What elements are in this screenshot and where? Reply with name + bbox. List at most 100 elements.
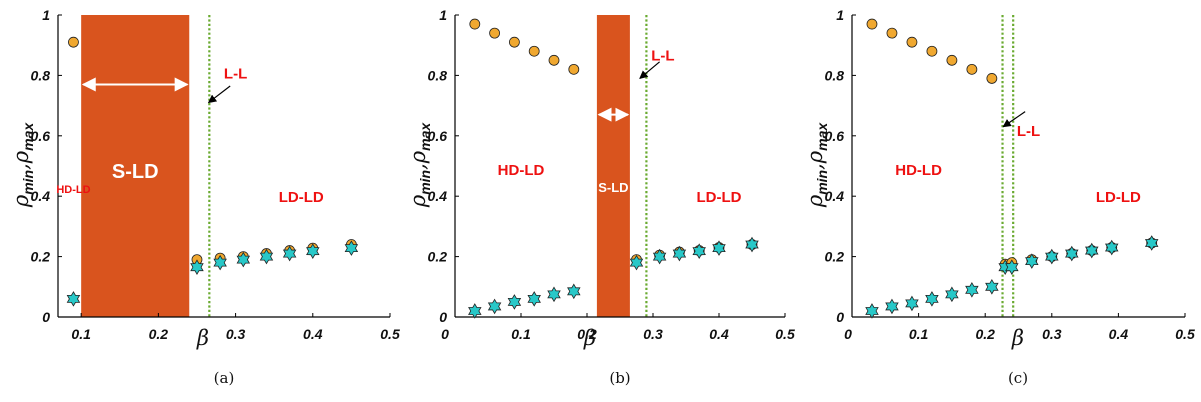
y-tick-label: 0.6 [31,128,51,144]
x-tick-label: 0.2 [975,326,995,342]
min-density-point [236,251,251,268]
min-density-point [1104,239,1119,256]
min-density-point [282,245,297,262]
annotation-arrow [1002,111,1026,128]
y-tick-label: 0.6 [825,128,845,144]
max-density-point [548,54,560,66]
annotation-ld-ld: LD-LD [1096,189,1141,206]
annotation-l-l: L-L [1017,123,1040,140]
min-density-point [985,279,999,295]
min-density-point [1005,259,1019,275]
min-density-point [652,248,667,265]
min-density-point [1144,235,1159,251]
annotation-arrow [207,85,231,104]
x-tick-label-zero: 0 [441,326,449,342]
min-density-point [527,291,541,307]
min-density-point [629,254,644,271]
y-tick-label: 0.2 [825,249,845,265]
x-tick-label: 0.1 [71,326,91,342]
min-density-point [567,283,581,300]
annotation-arrow [639,61,660,79]
min-density-point [507,294,522,310]
annotation-ld-ld: LD-LD [279,189,324,206]
shaded-region [81,15,190,317]
annotation-l-l: L-L [224,65,247,82]
annotation-hd-ld: HD-LD [895,162,942,179]
min-density-point [190,259,204,275]
shaded-region [596,15,630,317]
max-density-point [469,18,481,30]
y-tick-label: 0.4 [31,188,51,204]
min-density-point [905,295,919,312]
panel-caption: (b) [609,369,630,387]
min-density-point [965,282,979,298]
min-density-point [945,286,959,303]
min-density-point [468,303,482,319]
x-axis-label: β [1011,326,1024,350]
y-tick-label: 0 [42,309,50,325]
annotation-hd-ld: HD-LD [56,184,90,196]
y-tick-label: 1 [42,7,50,23]
max-density-point [866,18,878,30]
max-density-point [966,63,978,75]
x-tick-label: 0.4 [709,326,729,342]
min-density-point [1045,248,1059,265]
y-axis-label: ρmin,ρmax [803,122,830,209]
y-tick-label: 0 [439,309,447,325]
annotation-l-l: L-L [651,47,674,64]
region-label: S-LD [112,161,159,183]
max-density-point [568,63,580,75]
y-tick-label: 0 [836,309,844,325]
x-tick-label: 0.1 [909,326,929,342]
x-tick-label: 0.4 [1109,326,1129,342]
x-tick-label: 0.2 [577,326,597,342]
min-density-point [487,298,502,315]
y-tick-label: 0.8 [825,67,845,83]
y-axis-label: ρmin,ρmax [406,122,433,209]
min-density-point [712,240,726,256]
max-density-point [886,27,898,39]
max-density-point [906,36,918,48]
y-tick-label: 1 [836,7,844,23]
panel-caption: (a) [214,369,235,387]
max-density-point [509,36,520,48]
min-density-point [344,240,359,256]
min-density-point [692,243,706,259]
y-tick-label: 0.4 [428,188,448,204]
x-tick-label: 0.4 [303,326,323,342]
min-density-point [306,243,320,259]
min-density-point [865,303,879,319]
region-label: S-LD [598,180,628,195]
annotation-hd-ld: HD-LD [498,162,545,179]
panel-caption: (c) [1008,369,1028,387]
min-density-point [745,236,759,253]
min-density-point [925,291,939,307]
min-density-point [1065,245,1079,262]
y-tick-label: 0.6 [428,128,448,144]
y-tick-label: 1 [439,7,447,23]
min-density-point [1025,253,1039,269]
y-tick-label: 0.8 [31,67,51,83]
x-tick-label-zero: 0 [844,326,852,342]
min-density-point [259,248,274,265]
max-density-point [946,54,958,66]
max-density-point [68,36,79,48]
y-tick-label: 0.2 [31,249,51,265]
min-density-point [66,291,81,307]
x-tick-label: 0.5 [1175,326,1195,342]
annotation-ld-ld: LD-LD [697,189,742,206]
max-density-point [489,27,501,39]
x-tick-label: 0.5 [775,326,795,342]
chart-panel-b: S-LD 0 0.2 0.4 0.6 0.8 1 0.1 0.2 0.3 0.4 0.5 0 ρmin,ρ… [406,7,795,387]
y-tick-label: 0.4 [825,188,845,204]
min-density-point [672,245,687,262]
chart-panel-c: 0 0.2 0.4 0.6 0.8 1 0.1 0.2 0.3 0.4 0.5 0 ρmin,ρmax β… [803,7,1195,387]
min-density-point [1085,242,1099,259]
x-tick-label: 0.3 [1042,326,1062,342]
min-density-point [547,286,561,303]
chart-panel-a: S-LD 0 0.2 0.4 0.6 0.8 1 0.1 0.2 0.3 0.4 0.5 ρmin,ρm… [9,7,400,387]
min-density-point [213,254,227,271]
x-tick-label: 0.3 [226,326,246,342]
y-tick-label: 0.8 [428,67,448,83]
